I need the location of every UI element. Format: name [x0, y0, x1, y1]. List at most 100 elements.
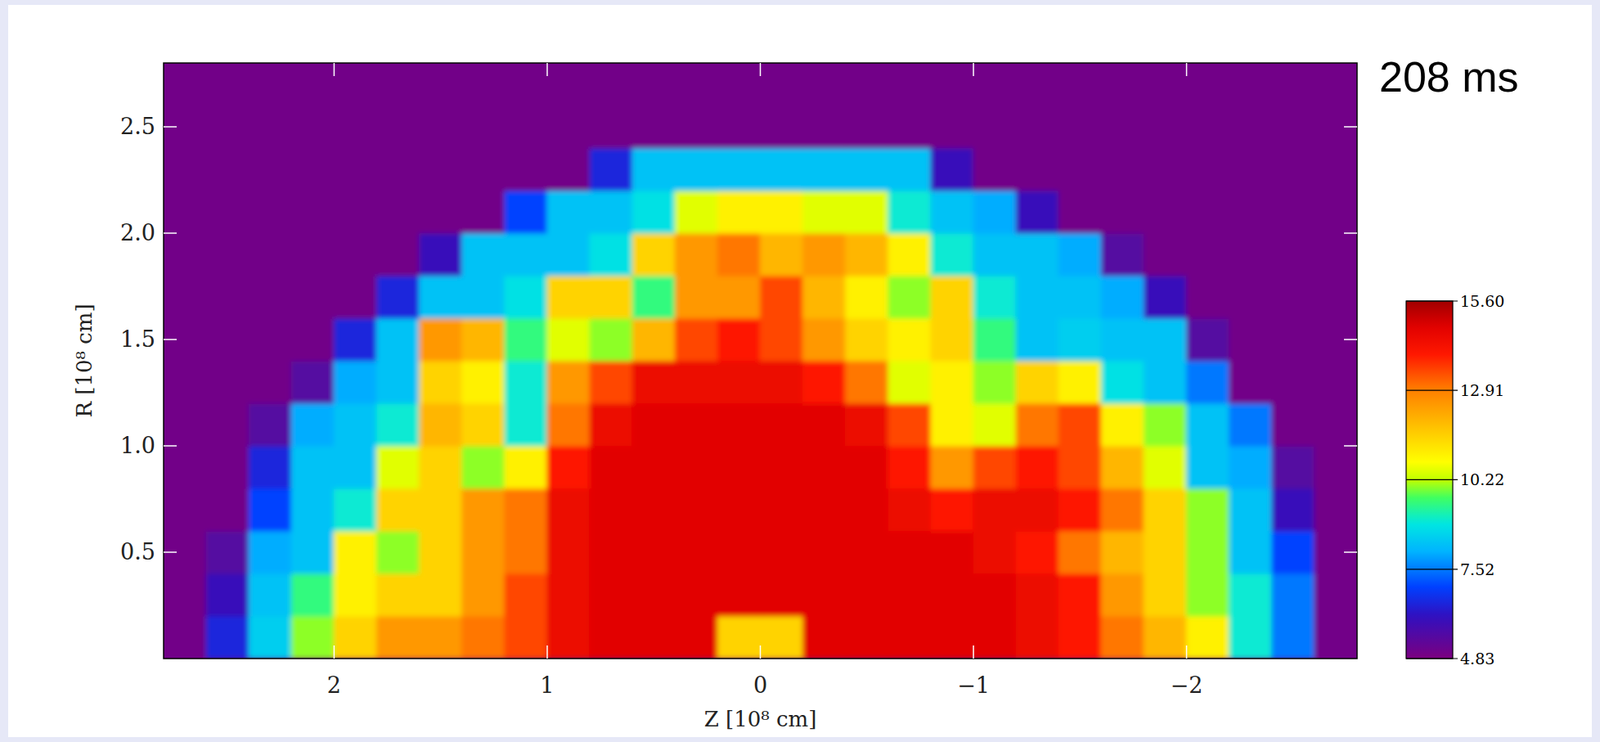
heatmap-cell: [461, 105, 505, 149]
heatmap-cell: [163, 233, 207, 277]
heatmap-cell: [1101, 62, 1145, 107]
heatmap-cell: [632, 105, 676, 149]
heatmap-cell: [376, 318, 420, 362]
heatmap-cell: [1101, 233, 1145, 277]
x-tick: [546, 62, 549, 77]
heatmap-cell: [163, 403, 207, 447]
colorbar-tick: [1406, 568, 1458, 570]
heatmap-cell: [1058, 445, 1102, 490]
heatmap-cell: [717, 318, 761, 362]
heatmap-cell: [844, 360, 889, 405]
heatmap-cell: [674, 233, 719, 277]
heatmap-cell: [418, 148, 463, 192]
colorbar-tick-label: 15.60: [1460, 292, 1505, 311]
heatmap-cell: [461, 318, 505, 362]
heatmap-cell: [333, 318, 378, 362]
x-tick-label: 0: [753, 672, 768, 698]
heatmap-cell: [248, 488, 293, 532]
heatmap-cell: [1143, 190, 1187, 234]
heatmap-cell: [1313, 488, 1358, 532]
colorbar-tick: [1406, 479, 1458, 481]
heatmap-cell: [1271, 403, 1315, 447]
heatmap-cell: [418, 275, 463, 320]
heatmap-cell: [1058, 62, 1102, 107]
heatmap-cell: [291, 360, 335, 405]
heatmap-cell: [930, 190, 974, 234]
heatmap-cell: [930, 233, 974, 277]
heatmap-cell: [291, 190, 335, 234]
heatmap-cell: [930, 62, 974, 107]
colorbar-tick-label: 7.52: [1460, 560, 1495, 579]
y-tick: [1343, 444, 1358, 447]
colorbar-tick-label: 12.91: [1460, 381, 1505, 400]
heatmap-cell: [1143, 233, 1187, 277]
heatmap-cell: [844, 488, 889, 532]
heatmap-cell: [461, 233, 505, 277]
heatmap-cell: [546, 573, 590, 617]
colorbar-tick: [1406, 657, 1458, 659]
heatmap-cell: [376, 105, 420, 149]
heatmap-cell: [1186, 275, 1230, 320]
heatmap-cell: [1015, 488, 1060, 532]
heatmap-cell: [1186, 488, 1230, 532]
heatmap-cell: [844, 403, 889, 447]
heatmap-cell: [674, 530, 719, 575]
heatmap-cell: [291, 275, 335, 320]
heatmap-cell: [1313, 360, 1358, 405]
heatmap-cell: [333, 360, 378, 405]
heatmap-cell: [1015, 105, 1060, 149]
heatmap-cell: [674, 615, 719, 660]
heatmap-cell: [1186, 62, 1230, 107]
heatmap-cell: [759, 445, 804, 490]
heatmap-cell: [844, 62, 889, 107]
heatmap-cell: [674, 62, 719, 107]
heatmap-cell: [1143, 488, 1187, 532]
heatmap-cell: [333, 105, 378, 149]
heatmap-cell: [632, 445, 676, 490]
x-axis-title: Z [10⁸ cm]: [704, 706, 818, 732]
heatmap-cell: [1058, 190, 1102, 234]
heatmap-cell: [674, 488, 719, 532]
heatmap-cell: [632, 275, 676, 320]
heatmap-cell: [1101, 148, 1145, 192]
heatmap-cell: [503, 488, 548, 532]
heatmap-cell: [1186, 190, 1230, 234]
heatmap-cell: [461, 62, 505, 107]
heatmap-cell: [930, 148, 974, 192]
heatmap-cell: [674, 105, 719, 149]
heatmap-cell: [206, 62, 250, 107]
heatmap-cell: [503, 233, 548, 277]
heatmap-cell: [1228, 62, 1272, 107]
heatmap-cell: [546, 488, 590, 532]
heatmap-cell: [1271, 488, 1315, 532]
heatmap-cell: [418, 488, 463, 532]
heatmap-cell: [1228, 318, 1272, 362]
heatmap-cell: [973, 190, 1017, 234]
heatmap-cell: [717, 148, 761, 192]
heatmap-cell: [333, 530, 378, 575]
heatmap-cell: [844, 573, 889, 617]
heatmap-cell: [1101, 360, 1145, 405]
heatmap-cell: [418, 105, 463, 149]
heatmap-cell: [1015, 530, 1060, 575]
heatmap-cell: [503, 445, 548, 490]
heatmap-cell: [1143, 360, 1187, 405]
heatmap-cell: [802, 403, 846, 447]
heatmap-cell: [503, 105, 548, 149]
heatmap-cell: [802, 105, 846, 149]
heatmap-cell: [1143, 615, 1187, 660]
heatmap-cell: [887, 488, 931, 532]
heatmap-cell: [546, 105, 590, 149]
heatmap-cell: [973, 573, 1017, 617]
y-tick: [163, 551, 177, 553]
heatmap-cell: [802, 318, 846, 362]
heatmap-cell: [418, 403, 463, 447]
heatmap-cell: [1015, 445, 1060, 490]
heatmap-cell: [887, 530, 931, 575]
heatmap-cell: [1015, 62, 1060, 107]
heatmap-cell: [973, 445, 1017, 490]
heatmap-cell: [1313, 105, 1358, 149]
heatmap-cell: [930, 488, 974, 532]
heatmap-cell: [717, 445, 761, 490]
heatmap-cell: [717, 530, 761, 575]
